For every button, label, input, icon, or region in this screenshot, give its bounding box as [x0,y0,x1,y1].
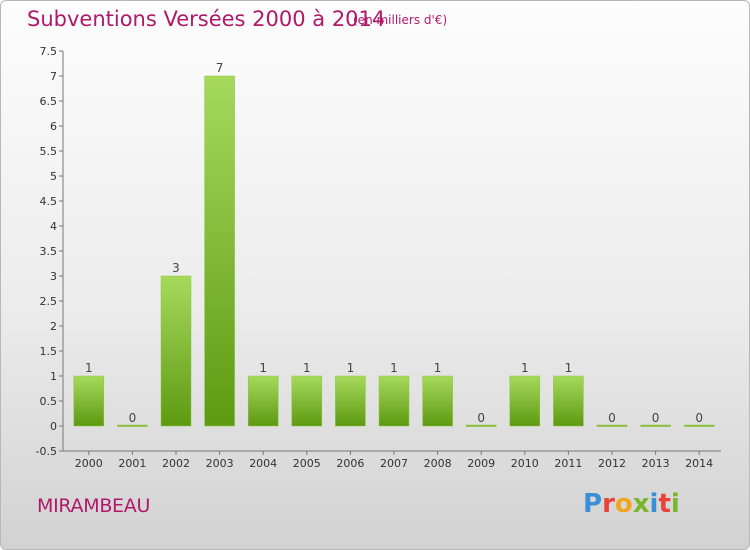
bar-2010 [509,375,541,427]
logo-letter: P [583,489,603,519]
y-tick-label: 7.5 [40,45,58,58]
y-tick-label: 0 [50,420,57,433]
x-tick-label-2008: 2008 [424,457,452,470]
logo-letter: i [670,489,680,519]
value-label-2014: 0 [695,411,703,425]
value-label-2004: 1 [259,361,267,375]
x-tick-label-2004: 2004 [249,457,277,470]
x-tick-label-2003: 2003 [206,457,234,470]
value-label-2009: 0 [477,411,485,425]
bar-2002 [160,275,192,427]
bar-2006 [335,375,366,427]
bar-2003 [204,75,235,427]
value-label-2006: 1 [347,361,355,375]
bar-2012 [596,424,628,427]
value-label-2011: 1 [565,361,573,375]
bar-2014 [683,424,715,427]
y-tick-label: 5.5 [40,145,58,158]
y-tick-label: 0.5 [40,395,58,408]
y-tick-label: 3.5 [40,245,58,258]
chart-title: Subventions Versées 2000 à 2014 [27,7,386,31]
chart-subtitle: (en milliers d'€) [353,13,448,27]
y-tick-label: 6 [50,120,57,133]
bar-2005 [291,375,323,427]
y-tick-label: 7 [50,70,57,83]
axes-layer: -0.5 0 0.5 1 1.5 2 2.5 3 3.5 4 4.5 5 5.5 6 6.5 7 7.5 2000… [36,45,721,470]
bar-2011 [553,375,584,427]
value-label-2001: 0 [129,411,137,425]
y-tick-label: 4.5 [40,195,58,208]
y-tick-label: 5 [50,170,57,183]
y-tick-label: 2 [50,320,57,333]
y-tick-label: 1 [50,370,57,383]
x-tick-label-2000: 2000 [75,457,103,470]
bar-2000 [73,375,105,427]
bar-2013 [640,424,671,427]
x-tick-label-2001: 2001 [118,457,146,470]
x-tick-label-2014: 2014 [685,457,713,470]
logo-letter: i [649,489,659,519]
value-label-2000: 1 [85,361,93,375]
y-tick-label: 6.5 [40,95,58,108]
proxiti-logo[interactable]: Proxiti [583,489,680,519]
x-tick-label-2013: 2013 [642,457,670,470]
value-label-2012: 0 [608,411,616,425]
logo-letter: t [658,489,671,519]
x-tick-label-2007: 2007 [380,457,408,470]
x-tick-label-2012: 2012 [598,457,626,470]
commune-name: MIRAMBEAU [37,495,151,517]
bar-2009 [465,424,497,427]
logo-letter: x [632,489,650,519]
bar-2008 [422,375,453,427]
y-tick-label: 2.5 [40,295,58,308]
y-tick-label: -0.5 [36,445,57,458]
value-label-2002: 3 [172,261,180,275]
logo-letter: r [602,489,615,519]
value-label-2003: 7 [216,61,224,75]
value-label-2008: 1 [434,361,442,375]
bar-2001 [117,424,148,427]
value-label-2005: 1 [303,361,311,375]
x-tick-label-2006: 2006 [336,457,364,470]
y-tick-label: 4 [50,220,57,233]
x-tick-label-2005: 2005 [293,457,321,470]
bar-2007 [378,375,410,427]
logo-letter: o [614,489,633,519]
bar-2004 [247,375,279,427]
x-tick-label-2009: 2009 [467,457,495,470]
y-tick-label: 1.5 [40,345,58,358]
value-label-2007: 1 [390,361,398,375]
x-tick-label-2011: 2011 [554,457,582,470]
x-tick-label-2002: 2002 [162,457,190,470]
value-label-2013: 0 [652,411,660,425]
x-tick-label-2010: 2010 [511,457,539,470]
y-tick-label: 3 [50,270,57,283]
value-label-2010: 1 [521,361,529,375]
